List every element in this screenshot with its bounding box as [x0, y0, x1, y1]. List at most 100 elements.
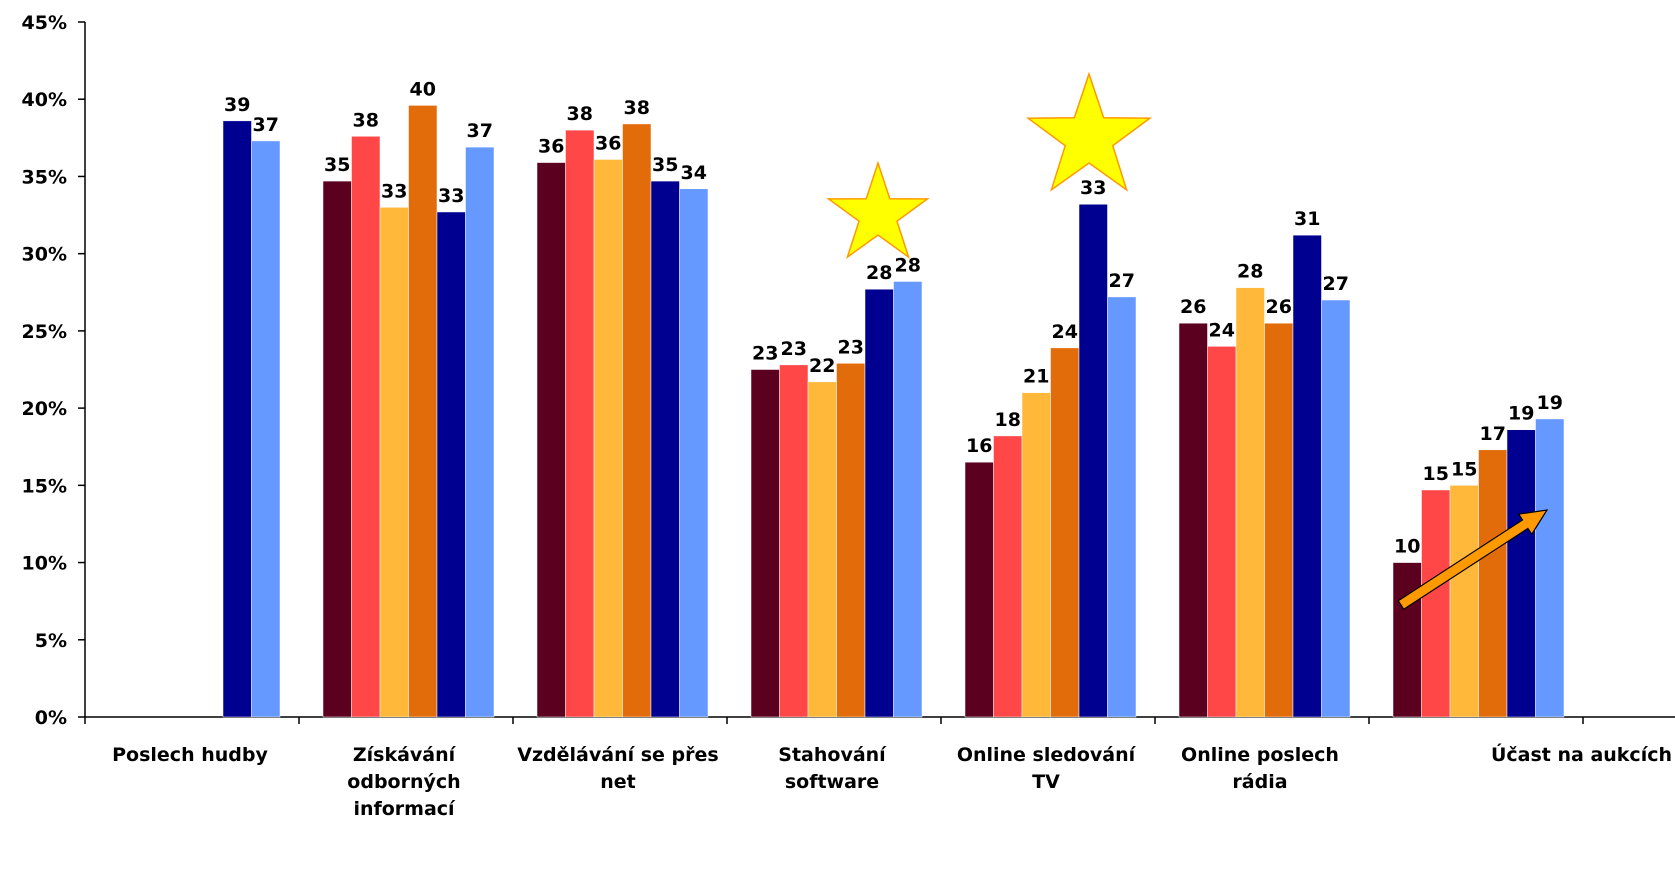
bar — [408, 105, 438, 718]
bar — [1235, 287, 1265, 718]
data-label: 40 — [410, 78, 436, 100]
data-label: 16 — [966, 435, 992, 457]
category-label: rádia — [1232, 771, 1287, 793]
bar — [679, 188, 709, 718]
bar — [251, 140, 281, 718]
data-label: 17 — [1480, 423, 1506, 445]
y-tick-label: 45% — [22, 12, 67, 34]
y-tick-label: 30% — [22, 244, 67, 266]
data-label: 23 — [838, 336, 864, 358]
category-label: Poslech hudby — [112, 744, 268, 766]
data-label: 24 — [1052, 321, 1078, 343]
y-tick-label: 35% — [22, 166, 67, 188]
bar — [1264, 322, 1294, 718]
star-icon — [826, 160, 930, 260]
category-label: informací — [353, 798, 456, 820]
data-label: 28 — [866, 262, 892, 284]
bar — [1506, 429, 1536, 718]
category-label: net — [600, 771, 636, 793]
data-label: 26 — [1180, 296, 1206, 318]
data-label: 33 — [381, 180, 407, 202]
data-label: 34 — [681, 162, 707, 184]
bar — [807, 381, 837, 718]
bar — [836, 363, 866, 718]
data-label: 36 — [595, 132, 621, 154]
bar — [1050, 347, 1080, 718]
data-label: 36 — [538, 136, 564, 158]
category-label: odborných — [347, 771, 460, 793]
bar — [893, 281, 923, 718]
data-label: 21 — [1023, 366, 1049, 388]
bar — [750, 369, 780, 718]
category-label: Stahování — [778, 744, 887, 766]
bar — [1478, 449, 1508, 718]
bar — [1078, 203, 1108, 718]
category-label: software — [785, 771, 879, 793]
bar — [1392, 562, 1422, 718]
plot-area: 0% 5% 10% 15% 20% 25% 30% 35% 40% 45% 35 36 23 16 26 10… — [22, 12, 1675, 820]
y-tick-label: 15% — [22, 475, 67, 497]
data-label: 33 — [1080, 177, 1106, 199]
data-label: 15 — [1423, 463, 1449, 485]
bar — [436, 211, 466, 718]
data-label: 24 — [1209, 319, 1235, 341]
bar — [322, 180, 352, 718]
bar — [650, 180, 680, 718]
data-label: 39 — [224, 94, 250, 116]
bar — [1421, 489, 1451, 718]
data-label: 31 — [1294, 208, 1320, 230]
bar — [864, 288, 894, 718]
category-label: Online poslech — [1181, 744, 1339, 766]
y-tick-label: 0% — [35, 707, 67, 729]
data-label: 38 — [624, 97, 650, 119]
bar — [351, 136, 381, 718]
y-tick-label: 5% — [35, 630, 67, 652]
bar — [222, 120, 252, 718]
data-label: 38 — [567, 103, 593, 125]
bar — [1292, 234, 1322, 718]
data-label: 28 — [895, 254, 921, 276]
bar — [1207, 346, 1237, 718]
data-label: 38 — [353, 109, 379, 131]
data-label: 35 — [652, 154, 678, 176]
bar — [1449, 485, 1479, 718]
bar — [593, 159, 623, 718]
star-icon — [1025, 71, 1153, 192]
data-label: 28 — [1237, 261, 1263, 283]
category-label: TV — [1032, 771, 1060, 793]
bar — [622, 123, 652, 718]
y-tick-label: 20% — [22, 398, 67, 420]
data-label: 19 — [1537, 392, 1563, 414]
bar — [1321, 299, 1351, 718]
data-label: 33 — [438, 185, 464, 207]
bar — [379, 207, 409, 718]
category-label: Vzdělávání se přes — [517, 744, 718, 766]
category-label: Získávání — [353, 744, 457, 766]
data-label: 15 — [1451, 458, 1477, 480]
bar — [993, 435, 1023, 718]
data-label: 19 — [1508, 403, 1534, 425]
bar — [964, 461, 994, 718]
data-label: 26 — [1266, 296, 1292, 318]
bar — [1107, 296, 1137, 718]
category-label: Online sledování — [957, 744, 1137, 766]
y-tick-label: 25% — [22, 321, 67, 343]
bar — [1535, 418, 1565, 718]
data-label: 22 — [809, 355, 835, 377]
bar — [565, 129, 595, 718]
y-tick-label: 10% — [22, 553, 67, 575]
trend-arrow-icon — [1397, 509, 1549, 611]
bar — [465, 146, 495, 718]
data-label: 37 — [467, 120, 493, 142]
bar — [1178, 322, 1208, 718]
y-tick-label: 40% — [22, 89, 67, 111]
data-label: 23 — [752, 343, 778, 365]
category-label: Účast na aukcích — [1491, 742, 1672, 766]
bar — [779, 364, 809, 718]
data-label: 10 — [1394, 536, 1420, 558]
bar — [536, 162, 566, 718]
data-label: 37 — [253, 114, 279, 136]
data-label: 27 — [1109, 270, 1135, 292]
bar — [1021, 392, 1051, 718]
